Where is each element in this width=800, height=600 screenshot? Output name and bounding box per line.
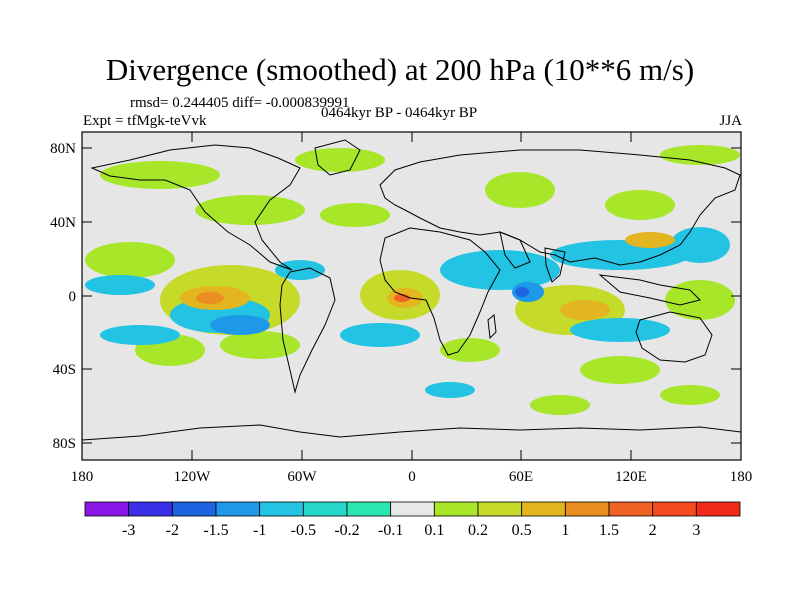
colorbar-label: 2: [649, 522, 657, 539]
colorbar-label: -0.2: [334, 522, 359, 539]
coast-madagascar: [487, 314, 497, 340]
field-positive-region: [320, 203, 390, 227]
lon-tick-label: 180: [71, 469, 94, 485]
colorbar-label: -2: [166, 522, 179, 539]
coastlines: [82, 139, 741, 441]
period-label: 0464kyr BP - 0464kyr BP: [321, 105, 478, 121]
field-negative-region: [570, 318, 670, 342]
coast-greenland: [314, 139, 361, 176]
field-positive-region: [485, 172, 555, 208]
lon-tick-label: 120W: [174, 469, 212, 485]
lat-axis: 80N 40N 0 40S 80S: [50, 141, 741, 452]
lat-tick-label: 80S: [53, 436, 76, 452]
colorbar-swatch: [521, 501, 566, 517]
field-positive-region: [440, 338, 500, 362]
lon-tick-label: 60W: [287, 469, 317, 485]
field-negative-region: [85, 275, 155, 295]
field-positive-region: [560, 300, 610, 320]
rmsd-diff-label: rmsd= 0.244405 diff= -0.000839991: [130, 95, 350, 111]
colorbar-swatch: [652, 501, 697, 517]
divergence-field: [85, 145, 740, 415]
coast-eurasia: [379, 149, 741, 266]
coast-arabia: [499, 231, 531, 269]
lat-tick-label: 40S: [53, 362, 76, 378]
lat-tick-label: 80N: [50, 141, 76, 157]
coast-antarctica: [82, 424, 741, 441]
field-positive-region: [195, 195, 305, 225]
colorbar-label: 1.5: [599, 522, 619, 539]
colorbar-label: -0.1: [378, 522, 403, 539]
field-negative-region: [425, 382, 475, 398]
field-positive-region: [295, 148, 385, 172]
colorbar-swatch: [128, 501, 173, 517]
coast-india: [544, 247, 566, 283]
colorbar-label: 1: [561, 522, 569, 539]
colorbar-label: 0.5: [512, 522, 532, 539]
colorbar-swatch: [215, 501, 261, 517]
lon-tick-label: 60E: [509, 469, 533, 485]
experiment-label: Expt = tfMgk-teVvk: [83, 113, 207, 129]
colorbar-label: -0.5: [291, 522, 316, 539]
lon-tick-label: 180: [730, 469, 753, 485]
lat-tick-label: 40N: [50, 215, 76, 231]
colorbar-label: -3: [122, 522, 135, 539]
colorbar-swatch: [302, 501, 348, 517]
field-positive-region: [605, 190, 675, 220]
field-negative-region: [515, 287, 529, 297]
coast-australia: [635, 311, 713, 363]
colorbar-label: 0.2: [468, 522, 488, 539]
colorbar: -3 -2 -1.5 -1 -0.5 -0.2 -0.1 0.1 0.2 0.5 1 1.5 2 3: [84, 501, 741, 539]
map-title: Divergence (smoothed) at 200 hPa (10**6 …: [105, 52, 695, 87]
colorbar-swatch: [84, 501, 130, 517]
field-positive-region: [660, 385, 720, 405]
field-positive-region: [100, 161, 220, 189]
colorbar-swatch: [477, 501, 523, 517]
field-negative-region: [210, 315, 270, 335]
lon-axis: 180 120W 60W 0 60E 120E 180: [71, 132, 753, 485]
colorbar-label: 0.1: [424, 522, 444, 539]
colorbar-label: -1: [253, 522, 266, 539]
field-positive-region: [196, 292, 224, 304]
colorbar-swatch: [346, 501, 392, 517]
lat-tick-label: 0: [69, 289, 77, 305]
colorbar-swatch: [564, 501, 610, 517]
field-positive-region: [660, 145, 740, 165]
field-positive-region: [580, 356, 660, 384]
coast-north-america: [90, 144, 301, 271]
lon-tick-label: 120E: [615, 469, 647, 485]
colorbar-swatch: [171, 501, 217, 517]
field-negative-region: [100, 325, 180, 345]
coast-africa: [379, 227, 501, 356]
field-positive-region: [85, 242, 175, 278]
colorbar-swatch: [695, 501, 741, 517]
lon-tick-label: 0: [408, 469, 416, 485]
coast-maritime-continent: [598, 274, 701, 306]
coast-south-america: [279, 267, 336, 394]
colorbar-swatch: [259, 501, 304, 517]
field-positive-region: [220, 331, 300, 359]
field-negative-region: [340, 323, 420, 347]
colorbar-label: 3: [692, 522, 700, 539]
field-negative-region: [670, 227, 730, 263]
season-label: JJA: [719, 113, 742, 129]
field-positive-region: [625, 232, 675, 248]
colorbar-swatch: [608, 501, 654, 517]
colorbar-swatch: [390, 501, 435, 517]
field-positive-region: [530, 395, 590, 415]
colorbar-label: -1.5: [203, 522, 228, 539]
colorbar-swatch: [433, 501, 479, 517]
